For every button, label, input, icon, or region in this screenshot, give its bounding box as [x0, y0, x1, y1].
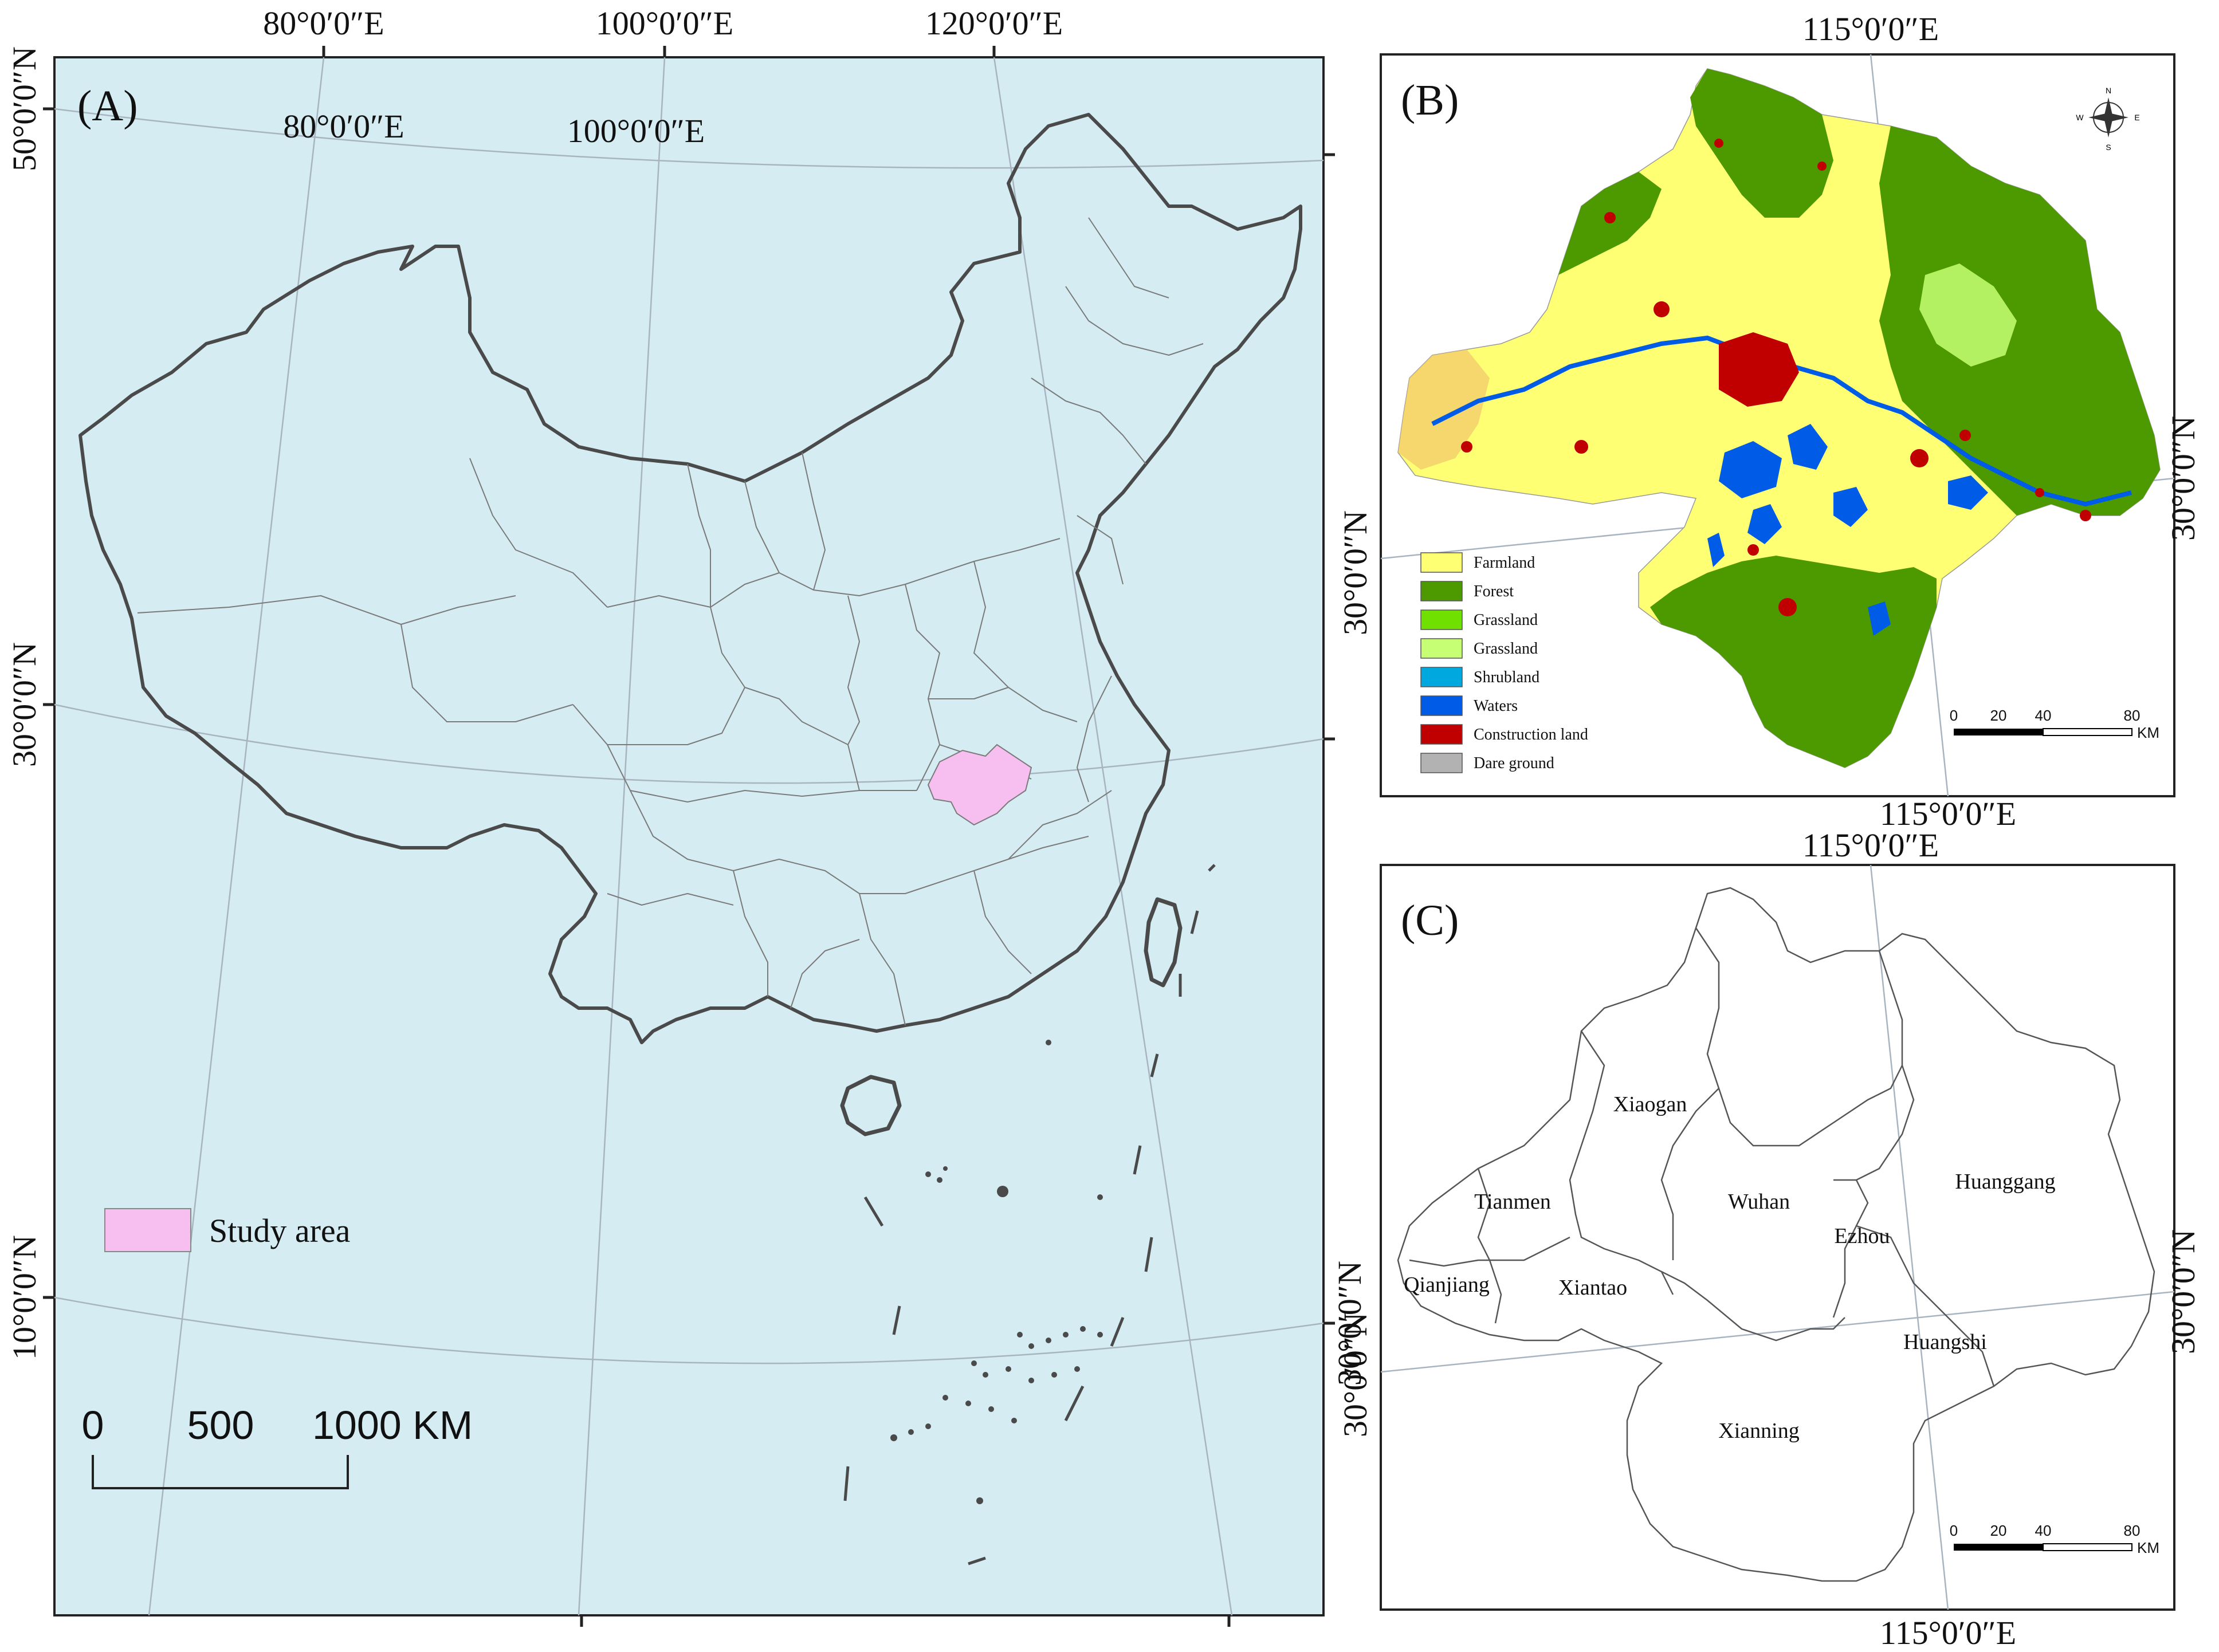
lon-label-100: 100°0′0″E: [596, 5, 733, 42]
compass-e-label: E: [2134, 113, 2139, 122]
city-label-tianmen: Tianmen: [1474, 1190, 1551, 1214]
panel-b-legend: Farmland Forest Grassland Grassland Shrublan…: [1420, 552, 1588, 773]
region-waters: [1707, 424, 1988, 636]
legend-b-label-2: Grassland: [1474, 611, 1538, 629]
scale-c-80: 80: [2124, 1522, 2141, 1539]
region-grassland-light: [1919, 263, 2017, 367]
city-label-ezhou: Ezhou: [1834, 1224, 1890, 1248]
panel-c-scale-bar: 0 20 40 80 KM: [1950, 1522, 2159, 1556]
region-forest-south: [1650, 556, 1937, 768]
compass-rose-icon: N S E W: [2076, 86, 2139, 152]
compass-s-label: S: [2106, 143, 2111, 152]
legend-b-swatch-5: [1420, 695, 1463, 716]
city-label-qianjiang: Qianjiang: [1404, 1273, 1490, 1297]
region-construction: [1461, 139, 2091, 616]
inner-lon-label-80: 80°0′0″E: [283, 108, 404, 145]
lon-label-80: 80°0′0″E: [263, 5, 384, 42]
inner-lon-label-100: 100°0′0″E: [567, 112, 705, 150]
scale-b-40: 40: [2035, 707, 2052, 724]
legend-b-label-0: Farmland: [1474, 554, 1535, 572]
panel-b-lat-right: 30°0′0″N: [2165, 416, 2202, 541]
panel-a-scale-bar: 0 500 1000 KM: [82, 1403, 473, 1489]
hainan-island: [840, 1075, 902, 1136]
legend-b-swatch-7: [1420, 753, 1463, 773]
panel-c: Xiaogan Tianmen Wuhan Huanggang Ezhou Qi…: [1337, 827, 2202, 1651]
panel-a: 80°0′0″E 100°0′0″E 120°0′0″E 80°0′0″E 10…: [6, 5, 1335, 1627]
panel-b-lon-top: 115°0′0″E: [1802, 10, 1939, 48]
scale-b-unit: KM: [2137, 724, 2159, 741]
taiwan-island: [1144, 897, 1183, 988]
panel-b: N S E W Farmland Forest Grassland Grassland…: [1337, 10, 2202, 832]
land-cover-map: [1397, 68, 2161, 768]
panel-a-frame: [53, 56, 1325, 1616]
scale-c-20: 20: [1990, 1522, 2007, 1539]
scale-b-80: 80: [2124, 707, 2141, 724]
scale-a-0: 0: [82, 1403, 104, 1448]
legend-b-label-1: Forest: [1474, 583, 1514, 600]
city-label-huangshi: Huangshi: [1903, 1330, 1987, 1354]
panel-c-frame: [1380, 864, 2175, 1611]
island-dots: [890, 1040, 1103, 1504]
legend-b-label-7: Dare ground: [1474, 754, 1554, 772]
scale-b-0: 0: [1950, 707, 1958, 724]
panel-a-label: (A): [77, 82, 138, 130]
legend-b-label-3: Grassland: [1474, 640, 1538, 658]
region-forest-east: [1879, 126, 2160, 516]
city-label-xiantao: Xiantao: [1558, 1276, 1627, 1300]
panel-a-lat-right: 30°0′0″N: [1331, 1261, 1368, 1386]
panel-c-lat-left: 30°0′0″N: [1337, 1312, 1374, 1437]
lat-label-30: 30°0′0″N: [6, 642, 43, 767]
province-borders: [137, 217, 1204, 1026]
yangtze-river: [1431, 335, 2132, 507]
city-label-xiaogan: Xiaogan: [1613, 1092, 1687, 1116]
legend-study-area-swatch: [104, 1208, 191, 1252]
study-area-highlight: [927, 744, 1032, 826]
china-border: [78, 113, 1302, 1044]
scale-b-20: 20: [1990, 707, 2007, 724]
compass-w-label: W: [2076, 113, 2084, 122]
scale-c-0: 0: [1950, 1522, 1958, 1539]
legend-b-swatch-6: [1420, 724, 1463, 745]
scale-c-unit: KM: [2137, 1539, 2159, 1556]
panel-b-lat-left: 30°0′0″N: [1337, 510, 1374, 635]
south-china-sea-islands: [843, 864, 1216, 1566]
city-label-huanggang: Huanggang: [1955, 1170, 2055, 1194]
panel-a-graticule: [54, 57, 1324, 1616]
lat-label-50: 50°0′0″N: [6, 46, 43, 171]
legend-b-swatch-2: [1420, 609, 1463, 630]
region-grassland-west: [1398, 349, 1490, 470]
legend-b-swatch-1: [1420, 581, 1463, 601]
region-forest-north: [1690, 69, 1833, 218]
legend-study-area-label: Study area: [209, 1212, 350, 1249]
legend-b-label-5: Waters: [1474, 697, 1518, 715]
panel-c-lon-top: 115°0′0″E: [1802, 827, 1939, 864]
panel-c-label: (C): [1401, 896, 1459, 945]
legend-b-swatch-0: [1420, 552, 1463, 573]
panel-c-lat-line: [1380, 1291, 2175, 1373]
city-label-wuhan: Wuhan: [1728, 1190, 1790, 1214]
panel-b-scale-bar: 0 20 40 80 KM: [1950, 707, 2159, 741]
lat-label-10: 10°0′0″N: [6, 1235, 43, 1360]
scale-c-40: 40: [2035, 1522, 2052, 1539]
scale-a-1000: 1000 KM: [312, 1403, 473, 1448]
legend-b-swatch-3: [1420, 638, 1463, 659]
compass-n-label: N: [2106, 86, 2111, 95]
legend-b-swatch-4: [1420, 667, 1463, 687]
lon-label-120: 120°0′0″E: [925, 5, 1063, 42]
panel-c-lat-right: 30°0′0″N: [2165, 1229, 2202, 1354]
panel-c-lon-bottom: 115°0′0″E: [1880, 1614, 2016, 1651]
legend-b-label-4: Shrubland: [1474, 668, 1539, 686]
scale-a-500: 500: [187, 1403, 254, 1448]
city-borders: [1397, 887, 2155, 1582]
panel-c-lon-line: [1870, 864, 1949, 1610]
panel-a-ticks: [43, 46, 1335, 1627]
city-label-xianning: Xianning: [1718, 1419, 1799, 1443]
legend-b-label-6: Construction land: [1474, 726, 1588, 744]
panel-b-label: (B): [1401, 76, 1459, 124]
panel-b-lon-bottom: 115°0′0″E: [1880, 795, 2016, 832]
